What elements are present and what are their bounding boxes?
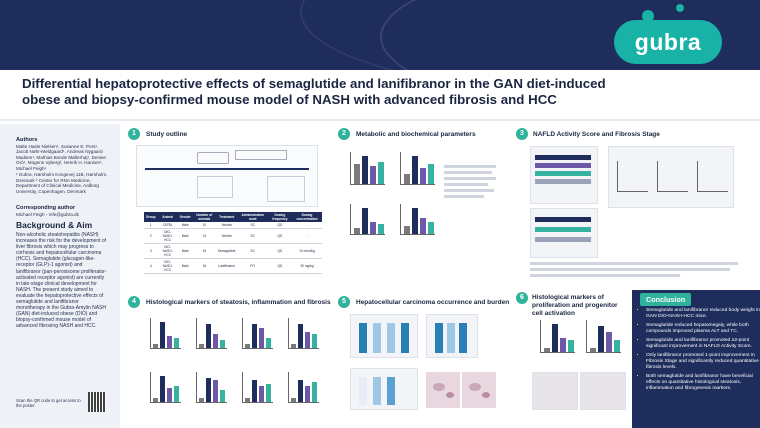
table-cell: 3	[144, 243, 158, 259]
authors-text: Malte Hasle Nielsen¹, Susanne E. Pors¹, …	[16, 143, 106, 171]
study-table: Group Animal Gender Number of animals Tr…	[144, 212, 322, 274]
divider	[0, 119, 760, 121]
table-cell: Lanifibranor	[215, 258, 238, 274]
section-2-title: Metabolic and biochemical parameters	[356, 131, 476, 138]
left-column: Authors Malte Hasle Nielsen¹, Susanne E.…	[0, 124, 120, 428]
mini-chart	[350, 152, 385, 185]
table-cell: QD	[267, 222, 292, 229]
table-cell: Male	[177, 258, 193, 274]
background-text: Non-alcoholic steatohepatitis (NASH) inc…	[16, 232, 107, 330]
section-3-number: 3	[516, 128, 528, 140]
stacked-chart	[426, 314, 478, 358]
table-cell: 4	[144, 258, 158, 274]
qr-code[interactable]	[88, 392, 106, 412]
table-cell: Male	[177, 243, 193, 259]
section-6-title: Histological markers of proliferation an…	[532, 294, 618, 317]
table-header: Animal	[157, 212, 178, 222]
histology-image	[462, 372, 496, 408]
section-1-number: 1	[128, 128, 140, 140]
table-row: 1 C57BL Male 10 Vehicle SC QD -	[144, 222, 322, 229]
table-cell: Semaglutide	[215, 243, 238, 259]
authors-heading: Authors	[16, 137, 38, 143]
table-cell: Male	[177, 222, 193, 229]
mini-chart	[350, 204, 385, 235]
section-4-number: 4	[128, 296, 140, 308]
table-header: Dosing concentration	[291, 212, 322, 222]
gubra-logo: gubra	[614, 4, 722, 64]
table-cell: -	[291, 228, 322, 244]
table-cell: 10 nmol/kg	[291, 243, 322, 259]
affiliations-text: ¹ Gubra, Hørsholm Kongevej 11B, Hørsholm…	[16, 172, 108, 194]
table-cell: SC	[237, 222, 268, 229]
histology-image	[580, 372, 626, 410]
conclusion-item: Semaglutide and lanifibranor reduced bod…	[646, 308, 760, 320]
section-5-number: 5	[338, 296, 350, 308]
background-heading: Background & Aim	[16, 220, 93, 230]
authors-block: Authors Malte Hasle Nielsen¹, Susanne E.…	[16, 137, 108, 172]
section-6-number: 6	[516, 292, 528, 304]
table-cell: Male	[177, 228, 193, 244]
table-cell: 30 mg/kg	[291, 258, 322, 274]
section-2-number: 2	[338, 128, 350, 140]
conclusion-box: Conclusion Semaglutide and lanifibranor …	[632, 290, 760, 428]
stacked-chart	[350, 314, 418, 358]
section-3-title: NAFLD Activity Score and Fibrosis Stage	[533, 131, 660, 138]
table-header: Treatment	[215, 212, 238, 222]
table-cell: PO	[237, 258, 268, 274]
corresponding-block: Corresponding author Michael Feigh - mfe…	[16, 205, 108, 217]
table-cell: QD	[267, 258, 292, 274]
table-cell: DIO-NASH-HCC	[157, 258, 178, 274]
conclusion-list: Semaglutide and lanifibranor reduced bod…	[634, 308, 760, 395]
mini-chart	[400, 152, 435, 185]
section-4-title: Histological markers of steatosis, infla…	[146, 299, 331, 306]
table-cell: 10	[192, 222, 216, 229]
section-5-title: Hepatocellular carcinoma occurrence and …	[356, 299, 510, 306]
table-header: Administration route	[237, 212, 268, 222]
mini-chart	[400, 204, 435, 235]
corresponding-text: Michael Feigh - mfe@gubra.dk	[16, 211, 79, 217]
table-cell: 2	[144, 228, 158, 244]
table-row: 3 DIO-NASH-HCC Male 15 Semaglutide SC QD 10 nmo…	[144, 243, 322, 259]
section-1-title: Study outline	[146, 131, 188, 138]
table-header: Dosing frequency	[267, 212, 292, 222]
histology-image	[426, 372, 460, 408]
poster-title: Differential hepatoprotective effects of…	[22, 76, 606, 107]
table-cell: QD	[267, 243, 292, 259]
conclusion-item: Semaglutide and lanifibranor promoted ≥2…	[646, 338, 760, 350]
study-timeline	[136, 145, 318, 207]
table-cell: DIO-NASH-HCC	[157, 228, 178, 244]
qr-text: Scan the QR code to get access to the po…	[16, 398, 81, 409]
table-header: Gender	[177, 212, 193, 222]
table-header: Group	[144, 212, 158, 222]
stacked-chart	[530, 208, 598, 258]
conclusion-item: Semaglutide reduced hepatomegaly, while …	[646, 323, 760, 335]
header-banner: gubra	[0, 0, 760, 70]
table-cell: 14	[192, 228, 216, 244]
figure-caption	[444, 165, 500, 201]
stacked-chart	[530, 146, 598, 204]
conclusion-item: Both semaglutide and lanifibranor have b…	[646, 374, 760, 392]
paired-chart	[608, 146, 734, 208]
table-cell: SC	[237, 243, 268, 259]
conclusion-heading: Conclusion	[640, 293, 692, 306]
table-cell: 16	[192, 258, 216, 274]
table-cell: -	[291, 222, 322, 229]
table-cell: DIO-NASH-HCC	[157, 243, 178, 259]
figure-caption	[530, 262, 740, 277]
table-header: Number of animals	[192, 212, 216, 222]
table-cell: 15	[192, 243, 216, 259]
table-cell: Vehicle	[215, 222, 238, 229]
table-row: 2 DIO-NASH-HCC Male 14 Vehicle SC QD -	[144, 228, 322, 244]
stacked-chart	[350, 368, 418, 410]
table-cell: QD	[267, 228, 292, 244]
table-row: 4 DIO-NASH-HCC Male 16 Lanifibranor PO QD 30 mg…	[144, 258, 322, 274]
conclusion-item: Only lanifibranor promoted 1-point impro…	[646, 353, 760, 371]
table-cell: SC	[237, 228, 268, 244]
table-cell: C57BL	[157, 222, 178, 229]
corresponding-heading: Corresponding author	[16, 205, 76, 211]
table-cell: Vehicle	[215, 228, 238, 244]
histology-image	[532, 372, 578, 410]
table-cell: 1	[144, 222, 158, 229]
